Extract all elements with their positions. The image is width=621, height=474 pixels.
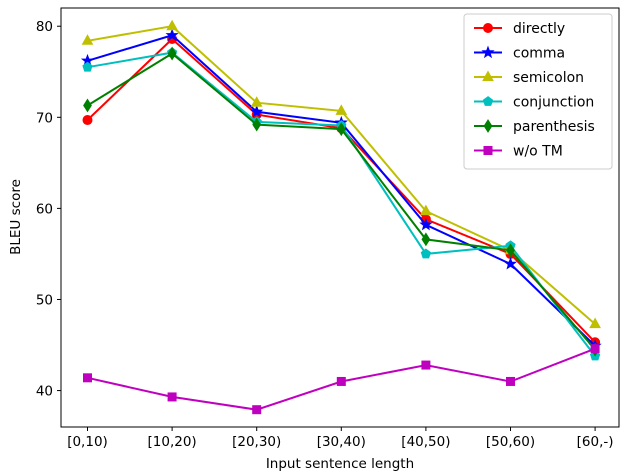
y-tick-label: 60	[36, 201, 53, 217]
data-point	[421, 360, 431, 370]
data-point	[82, 115, 93, 126]
x-tick-label: [0,10)	[67, 434, 108, 450]
plot-frame	[60, 7, 620, 428]
x-tick-label: [60,-)	[577, 434, 614, 450]
x-tick-label: [20,30)	[232, 434, 281, 450]
legend-label: conjunction	[513, 95, 594, 111]
data-point	[589, 317, 601, 329]
legend-entry: directly	[474, 21, 565, 37]
data-point	[506, 376, 515, 386]
legend-label: semicolon	[513, 70, 584, 86]
data-point	[252, 117, 262, 132]
data-point	[336, 376, 346, 386]
legend-marker	[483, 23, 493, 33]
legend-marker	[482, 96, 494, 106]
data-point	[165, 28, 179, 41]
data-point	[250, 96, 263, 107]
data-point	[167, 392, 177, 402]
legend-marker	[482, 70, 494, 81]
data-point	[419, 217, 433, 231]
y-axis: 40 50 60 70 80	[36, 19, 61, 400]
data-point	[420, 248, 432, 259]
legend-label: comma	[513, 46, 565, 62]
data-point	[167, 46, 177, 61]
legend-entry: semicolon	[474, 70, 584, 86]
y-tick-label: 70	[36, 110, 53, 126]
data-point	[252, 405, 262, 415]
y-axis-label: BLEU score	[8, 179, 24, 255]
legend-marker	[483, 146, 493, 155]
x-tick-label: [30,40)	[317, 434, 366, 450]
data-point	[81, 34, 94, 45]
y-tick-label: 80	[36, 19, 53, 35]
legend-entry: parenthesis	[474, 119, 595, 135]
data-point	[166, 19, 178, 31]
series-w-o-tm	[83, 344, 600, 415]
legend-marker	[481, 45, 495, 59]
x-tick-label: [50,60)	[486, 434, 535, 450]
x-tick-label: [10,20)	[148, 434, 197, 450]
y-tick-label: 40	[36, 384, 53, 400]
legend-marker	[483, 119, 493, 133]
data-point	[421, 232, 431, 247]
data-point	[82, 61, 93, 72]
data-point	[250, 104, 264, 118]
data-point	[506, 243, 515, 258]
y-tick-label: 50	[36, 292, 53, 308]
data-point	[590, 344, 600, 354]
data-point	[420, 204, 432, 216]
x-axis-label: Input sentence length	[266, 456, 414, 472]
x-tick-label: [40,50)	[401, 434, 450, 450]
data-point	[83, 98, 92, 113]
legend-entry: comma	[474, 46, 565, 62]
legend-label: directly	[513, 21, 565, 37]
legend-label: w/o TM	[513, 144, 563, 160]
data-point	[503, 257, 518, 270]
legend-label: parenthesis	[513, 119, 595, 135]
data-point	[336, 122, 346, 137]
legend-entry: conjunction	[474, 95, 594, 111]
data-point	[83, 373, 92, 383]
legend: directly comma semicolon conjunction parenth…	[463, 13, 613, 170]
series-layer	[80, 19, 602, 415]
x-axis: [0,10) [10,20) [20,30) [30,40) [40,50) [50,60…	[67, 427, 614, 450]
data-point	[335, 104, 348, 115]
legend-entry: w/o TM	[474, 144, 563, 160]
